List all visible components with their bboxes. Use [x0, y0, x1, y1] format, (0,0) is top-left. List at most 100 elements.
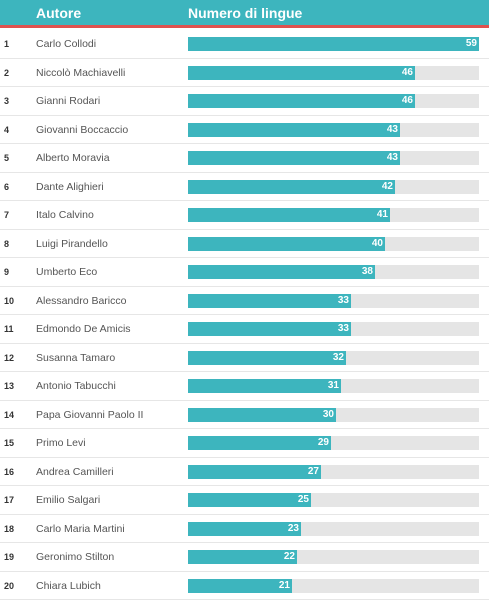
bar-track: 27 [188, 464, 479, 479]
bar: 33 [188, 293, 351, 308]
rank-number: 2 [4, 67, 10, 78]
bar-value-label: 30 [322, 408, 334, 420]
table-row: 11 Edmondo De Amicis 33 [0, 315, 489, 344]
bar-track: 30 [188, 407, 479, 422]
bar: 42 [188, 179, 395, 194]
bar: 40 [188, 236, 385, 251]
table-row: 2 Niccolò Machiavelli 46 [0, 59, 489, 87]
rank-number: 9 [4, 267, 10, 277]
bar: 31 [188, 379, 341, 393]
author-name: Giovanni Boccaccio [36, 123, 129, 136]
author-name: Andrea Camilleri [36, 465, 114, 478]
column-header-author: Autore [36, 5, 82, 21]
author-name: Italo Calvino [36, 209, 94, 221]
author-name: Luigi Pirandello [36, 237, 108, 250]
bar-value-label: 25 [297, 494, 309, 505]
bar-track: 33 [188, 322, 479, 336]
author-name: Niccolò Machiavelli [36, 66, 126, 79]
bar-track: 32 [188, 350, 479, 365]
rank-number: 16 [4, 466, 15, 477]
bar-value-label: 43 [386, 123, 398, 135]
rank-number: 4 [4, 124, 10, 135]
rank-number: 20 [4, 580, 15, 591]
rank-number: 3 [4, 96, 10, 106]
rank-number: 12 [4, 352, 15, 363]
bar-value-label: 33 [337, 294, 349, 306]
bar-value-label: 46 [401, 66, 413, 78]
author-name: Geronimo Stilton [36, 551, 115, 563]
bar: 46 [188, 94, 415, 108]
table-row: 18 Carlo Maria Martini 23 [0, 515, 489, 543]
rank-number: 13 [4, 381, 15, 391]
rank-number: 14 [4, 409, 15, 420]
rank-number: 17 [4, 495, 15, 505]
bar: 29 [188, 436, 331, 450]
rank-number: 1 [4, 39, 10, 49]
bar-track: 42 [188, 179, 479, 194]
table-header: Autore Numero di lingue [0, 0, 489, 28]
bar-track: 33 [188, 293, 479, 308]
bar: 59 [188, 37, 479, 51]
bar-value-label: 43 [386, 152, 398, 163]
bar-value-label: 29 [317, 437, 329, 448]
rank-number: 19 [4, 552, 15, 562]
bar-value-label: 38 [361, 266, 373, 277]
table-row: 10 Alessandro Baricco 33 [0, 287, 489, 315]
bar: 46 [188, 65, 415, 80]
bar-track: 29 [188, 436, 479, 450]
table-row: 3 Gianni Rodari 46 [0, 87, 489, 116]
bar-track: 46 [188, 94, 479, 108]
bar-value-label: 21 [278, 579, 290, 591]
bar: 21 [188, 578, 292, 593]
table-row: 4 Giovanni Boccaccio 43 [0, 116, 489, 144]
author-name: Chiara Lubich [36, 579, 101, 592]
author-name: Alessandro Baricco [36, 294, 127, 307]
table-row: 17 Emilio Salgari 25 [0, 486, 489, 515]
bar-value-label: 46 [401, 95, 413, 106]
table-row: 12 Susanna Tamaro 32 [0, 344, 489, 372]
bar-value-label: 41 [376, 209, 388, 220]
bar: 22 [188, 550, 297, 564]
bar: 43 [188, 122, 400, 137]
table-row: 5 Alberto Moravia 43 [0, 144, 489, 173]
bar-track: 31 [188, 379, 479, 393]
bar-track: 43 [188, 122, 479, 137]
ranking-rows: 1 Carlo Collodi 59 2 Niccolò Machiavelli 46 3 G… [0, 30, 489, 600]
table-row: 14 Papa Giovanni Paolo II 30 [0, 401, 489, 429]
author-name: Emilio Salgari [36, 494, 101, 506]
rank-number: 10 [4, 295, 15, 306]
rank-number: 7 [4, 210, 10, 220]
table-row: 16 Andrea Camilleri 27 [0, 458, 489, 486]
table-row: 6 Dante Alighieri 42 [0, 173, 489, 201]
bar-track: 23 [188, 521, 479, 536]
table-row: 13 Antonio Tabucchi 31 [0, 372, 489, 401]
table-row: 8 Luigi Pirandello 40 [0, 230, 489, 258]
table-row: 1 Carlo Collodi 59 [0, 30, 489, 59]
bar-value-label: 31 [327, 380, 339, 391]
table-row: 20 Chiara Lubich 21 [0, 572, 489, 600]
bar-track: 22 [188, 550, 479, 564]
author-name: Gianni Rodari [36, 95, 101, 107]
author-name: Umberto Eco [36, 266, 98, 278]
bar-track: 46 [188, 65, 479, 80]
rank-number: 11 [4, 324, 14, 334]
author-name: Alberto Moravia [36, 152, 110, 164]
bar-track: 25 [188, 493, 479, 507]
bar-track: 41 [188, 208, 479, 222]
author-name: Dante Alighieri [36, 180, 104, 193]
author-name: Carlo Maria Martini [36, 522, 125, 535]
author-name: Papa Giovanni Paolo II [36, 408, 144, 421]
author-name: Edmondo De Amicis [36, 323, 131, 335]
bar-value-label: 27 [307, 465, 319, 477]
bar: 23 [188, 521, 301, 536]
bar-value-label: 32 [332, 351, 344, 363]
bar-value-label: 59 [465, 38, 477, 49]
rank-number: 6 [4, 181, 10, 192]
author-name: Susanna Tamaro [36, 351, 116, 364]
bar: 30 [188, 407, 336, 422]
author-name: Carlo Collodi [36, 38, 97, 50]
rank-number: 8 [4, 238, 10, 249]
bar-track: 43 [188, 151, 479, 165]
table-row: 19 Geronimo Stilton 22 [0, 543, 489, 572]
